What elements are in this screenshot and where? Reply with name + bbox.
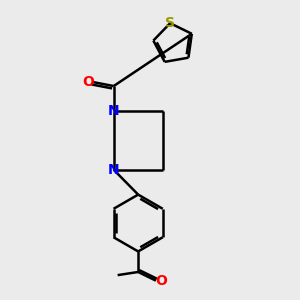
Text: N: N: [108, 163, 119, 177]
Text: O: O: [155, 274, 167, 288]
Text: S: S: [165, 16, 175, 30]
Text: O: O: [82, 75, 94, 89]
Text: N: N: [108, 103, 119, 118]
